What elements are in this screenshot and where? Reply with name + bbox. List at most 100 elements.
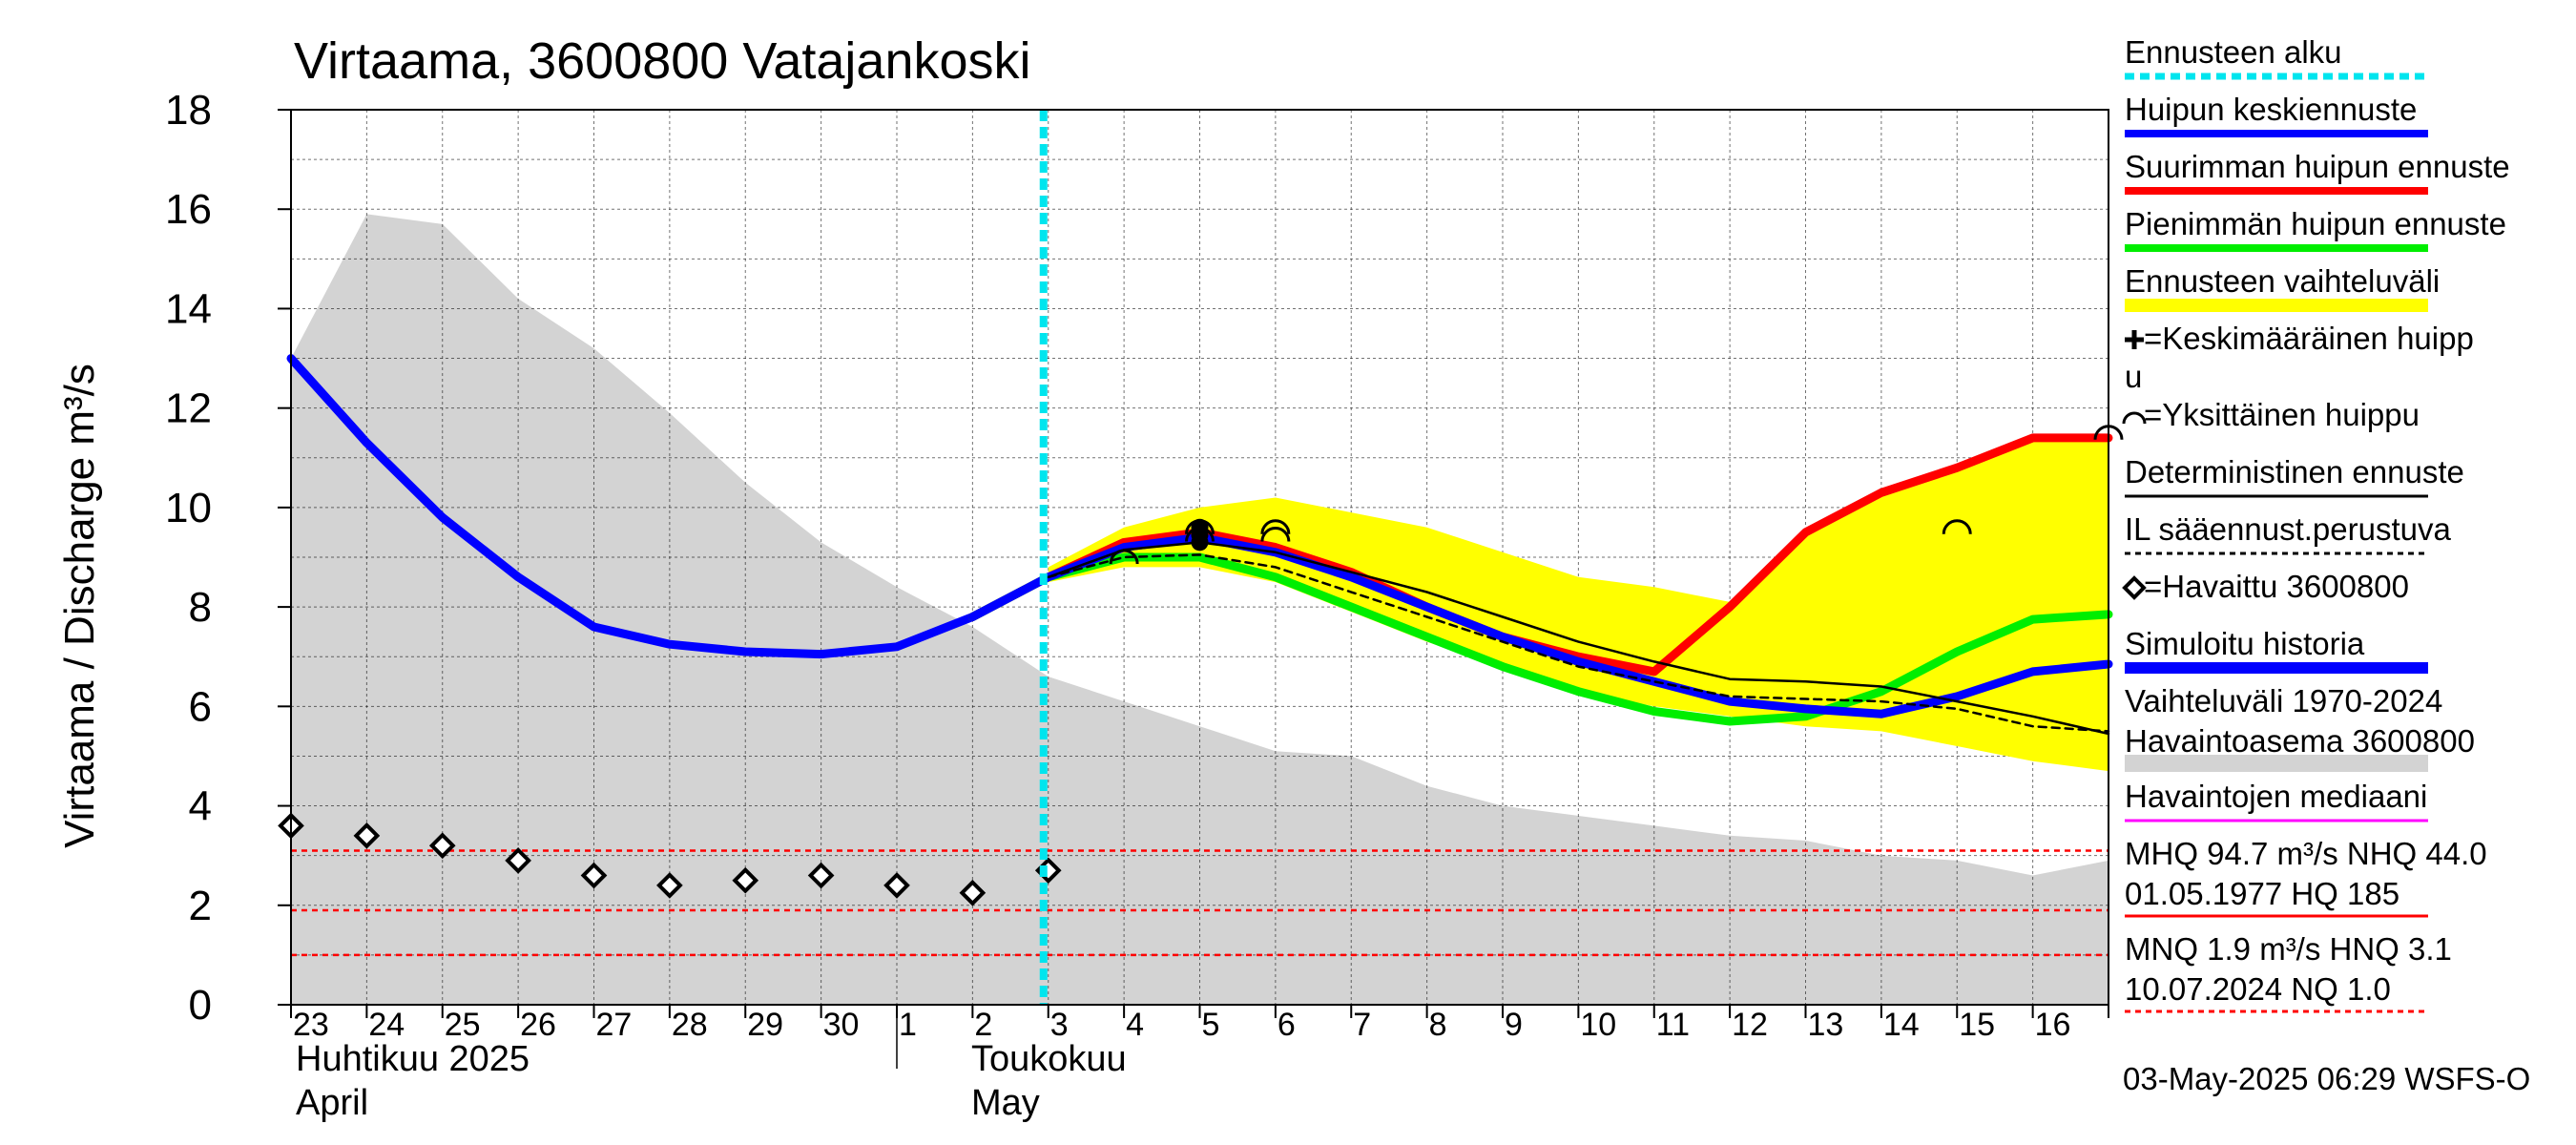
x-tick-label: 10: [1580, 1007, 1616, 1043]
x-tick-label: 29: [747, 1007, 783, 1043]
legend-label: IL sääennust.perustuva: [2125, 511, 2451, 547]
x-tick-label: 11: [1656, 1007, 1690, 1043]
single-peak-marker: [1942, 519, 1972, 534]
series-il-s-ennust-perustuva: [1047, 553, 2110, 733]
observed-point: [883, 872, 910, 899]
y-tick-label: 12: [165, 385, 212, 432]
y-axis-label: Virtaama / Discharge m³/s: [56, 364, 103, 848]
observed-point: [353, 822, 381, 849]
y-tick-label: 18: [165, 87, 212, 134]
legend-label: MHQ 94.7 m³/s NHQ 44.0: [2125, 836, 2487, 871]
legend-item: Suurimman huipun ennuste: [2125, 149, 2510, 195]
month-label-april-en: April: [296, 1083, 368, 1123]
legend-label: =Havaittu 3600800: [2144, 569, 2409, 604]
observed-point: [428, 832, 456, 860]
x-tick-label: 1: [899, 1007, 917, 1043]
month-label-may-en: May: [971, 1083, 1040, 1123]
legend-label: Ennusteen vaihteluväli: [2125, 263, 2440, 299]
x-tick-label: 27: [596, 1007, 633, 1043]
x-tick-label: 4: [1126, 1007, 1144, 1043]
x-tick-label: 3: [1050, 1007, 1069, 1043]
legend: Ennusteen alku Huipun keskiennuste Suurimm…: [2122, 34, 2510, 1013]
x-tick-label: 14: [1883, 1007, 1920, 1043]
x-tick-label: 30: [823, 1007, 860, 1043]
legend-label-line2: 10.07.2024 NQ 1.0: [2125, 971, 2391, 1007]
observed-point: [580, 862, 608, 889]
legend-arc-marker: [2122, 411, 2147, 425]
legend-item: =Yksittäinen huippu: [2122, 397, 2420, 432]
series-deterministinen-ennuste: [1047, 541, 2110, 736]
y-tick-label: 10: [165, 485, 212, 531]
legend-label: Huipun keskiennuste: [2125, 92, 2417, 127]
single-peak-marker: [1260, 519, 1291, 534]
y-tick-label: 8: [189, 584, 212, 631]
legend-diamond-marker: [2122, 575, 2147, 600]
series-pienimm-n-huipun-ennuste: [967, 552, 2113, 726]
forecast-band-area: [1048, 437, 2109, 772]
legend-label-line2: Havaintoasema 3600800: [2125, 723, 2475, 759]
legend-label: Vaihteluväli 1970-2024: [2125, 683, 2442, 718]
y-tick-label: 0: [189, 982, 212, 1029]
x-tick-label: 28: [672, 1007, 708, 1043]
x-tick-label: 8: [1429, 1007, 1447, 1043]
month-label-april-fi: Huhtikuu 2025: [296, 1039, 530, 1079]
legend-item: Vaihteluväli 1970-2024 Havaintoasema 360…: [2125, 683, 2475, 772]
history-band-area: [291, 214, 2109, 1005]
legend-label: =Yksittäinen huippu: [2144, 397, 2420, 432]
x-tick-label: 2: [974, 1007, 992, 1043]
legend-item: =Keskimääräinen huippu: [2125, 321, 2474, 394]
legend-label: Pienimmän huipun ennuste: [2125, 206, 2506, 241]
history-range-band: [291, 214, 2109, 1005]
forecast-range-band: [1048, 437, 2109, 772]
legend-label: Ennusteen alku: [2125, 34, 2342, 70]
month-label-may-fi: Toukokuu: [971, 1039, 1127, 1079]
y-tick-label: 2: [189, 883, 212, 929]
x-tick-label: 12: [1732, 1007, 1768, 1043]
x-tick-label: 16: [2035, 1007, 2071, 1043]
x-tick-label: 6: [1278, 1007, 1296, 1043]
x-axis-ticks: 23 24 25 26 27 28 29 30 1 2 3 4 5 6 7 8 9 10 11 12 13 14 15 16: [290, 1005, 2109, 1069]
series-lines: [286, 354, 2113, 736]
x-tick-label: 9: [1505, 1007, 1523, 1043]
x-tick-label: 5: [1202, 1007, 1220, 1043]
chart-title: Virtaama, 3600800 Vatajankoski: [294, 32, 1031, 90]
legend-item: IL sääennust.perustuva: [2125, 511, 2451, 555]
x-tick-label: 25: [445, 1007, 481, 1043]
legend-label: Simuloitu historia: [2125, 626, 2365, 661]
single-peak-marker: [1260, 527, 1291, 542]
legend-label: =Keskimääräinen huipp: [2144, 321, 2474, 356]
x-tick-label: 15: [1959, 1007, 1995, 1043]
reference-lines: [291, 849, 2109, 957]
legend-item: MNQ 1.9 m³/s HNQ 3.1 10.07.2024 NQ 1.0: [2125, 931, 2452, 1013]
markers: [278, 425, 2124, 906]
legend-item: =Havaittu 3600800: [2122, 569, 2409, 604]
observed-point: [807, 862, 835, 889]
legend-label-line2: u: [2125, 359, 2142, 394]
y-tick-label: 6: [189, 683, 212, 730]
y-axis-ticks: 0 2 4 6 8 10 12 14 16 18: [165, 87, 291, 1029]
legend-label: Havaintojen mediaani: [2125, 779, 2427, 814]
observed-point: [732, 866, 759, 894]
observed-point: [656, 872, 683, 899]
x-tick-label: 26: [520, 1007, 556, 1043]
legend-item: Havaintojen mediaani: [2125, 779, 2428, 822]
series-huipun-keskiennuste: [967, 532, 2113, 718]
legend-label-line2: 01.05.1977 HQ 185: [2125, 876, 2399, 911]
mean-peak-marker: [1191, 518, 1209, 536]
legend-item: Ennusteen vaihteluväli: [2125, 263, 2440, 312]
y-tick-label: 14: [165, 285, 212, 332]
x-tick-label: 23: [293, 1007, 329, 1043]
x-tick-label: 24: [368, 1007, 405, 1043]
x-tick-label: 7: [1353, 1007, 1371, 1043]
y-tick-label: 4: [189, 783, 212, 830]
legend-item: Pienimmän huipun ennuste: [2125, 206, 2506, 252]
x-tick-label: 13: [1808, 1007, 1844, 1043]
observed-point: [505, 847, 531, 874]
legend-item: Ennusteen alku: [2125, 34, 2428, 80]
single-peak-marker: [1109, 549, 1139, 565]
legend-item: Huipun keskiennuste: [2125, 92, 2428, 137]
legend-label: MNQ 1.9 m³/s HNQ 3.1: [2125, 931, 2452, 967]
y-tick-label: 16: [165, 186, 212, 233]
legend-label: Deterministinen ennuste: [2125, 454, 2464, 489]
legend-item: MHQ 94.7 m³/s NHQ 44.0 01.05.1977 HQ 185: [2125, 836, 2487, 918]
